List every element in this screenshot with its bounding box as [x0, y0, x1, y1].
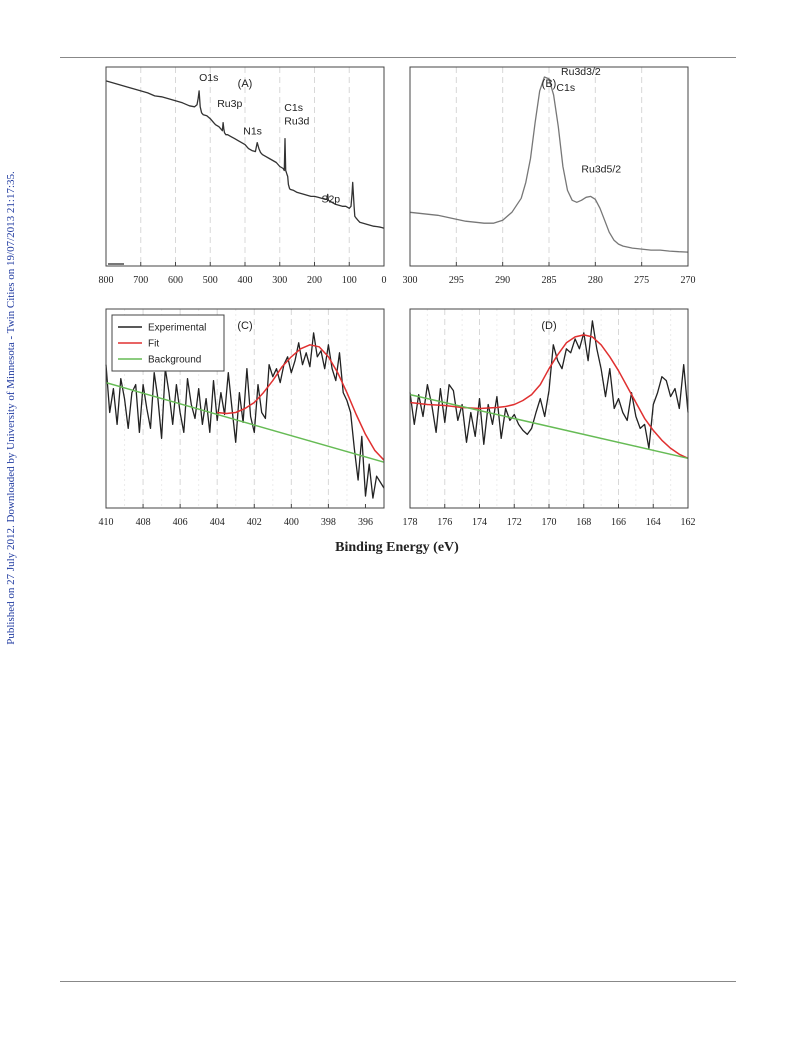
- panel-1-annotation: Ru3p: [217, 98, 242, 110]
- footer-rule: [60, 981, 736, 982]
- panel-2-tick-label: 285: [542, 275, 557, 286]
- panel-3-legend-entry-fit: Fit: [148, 339, 159, 350]
- panel-1-tick-label: 800: [99, 275, 114, 286]
- panel-1-tick-label: 500: [203, 275, 218, 286]
- header-rule: [60, 57, 736, 58]
- panel-3-series-fit: [217, 344, 385, 461]
- panel-4-tick-label: 178: [403, 517, 418, 528]
- panel-1-annotation: Ru3d: [284, 116, 309, 128]
- panel-4-tick-label: 176: [437, 517, 452, 528]
- panel-2-tick-label: 295: [449, 275, 464, 286]
- panel-2-tick-label: 300: [403, 275, 418, 286]
- panel-2: 300 295 290 285 280 275 270 (B) Ru3d3/2 C1s Ru3d5/…: [403, 66, 696, 286]
- panel-3-tick-label: 402: [247, 517, 262, 528]
- panel-2-tick-label: 280: [588, 275, 603, 286]
- panel-3: 410 408 406 404 402 400 398 396 (C) Experimental F…: [99, 308, 385, 528]
- panel-3-series-background: [105, 381, 385, 463]
- panel-4-tick-label: 174: [472, 517, 487, 528]
- panel-2-tick-label: 290: [495, 275, 510, 286]
- panel-1-annotation: N1s: [243, 126, 262, 138]
- panel-1-annotation: C1s: [284, 102, 303, 114]
- panel-3-tick-label: 408: [136, 517, 151, 528]
- panel-4-label: (D): [541, 320, 556, 332]
- common-x-axis-label: Binding Energy (eV): [335, 540, 459, 555]
- panel-3-label: (C): [237, 320, 252, 332]
- panel-3-tick-label: 400: [284, 517, 299, 528]
- panel-2-label: (B): [542, 78, 557, 90]
- panel-1-plot-area: [106, 67, 384, 266]
- panel-2-annotation: Ru3d3/2: [561, 66, 601, 78]
- panel-4-tick-label: 162: [681, 517, 696, 528]
- panel-4-series-fit: [409, 334, 689, 459]
- panel-3-tick-label: 404: [210, 517, 225, 528]
- panel-2-annotation: C1s: [556, 82, 575, 94]
- panel-2-series-signal: [409, 76, 689, 253]
- panel-4-tick-label: 166: [611, 517, 626, 528]
- panel-2-tick-label: 270: [681, 275, 696, 286]
- panel-1-label: (A): [238, 78, 253, 90]
- panel-4-tick-label: 172: [507, 517, 522, 528]
- panel-1-tick-label: 400: [238, 275, 253, 286]
- panel-3-legend-entry-experimental: Experimental: [148, 323, 206, 334]
- panel-2-tick-label: 275: [634, 275, 649, 286]
- panel-1-tick-label: 0: [382, 275, 387, 286]
- panel-4-tick-label: 168: [576, 517, 591, 528]
- panel-1-tick-label: 600: [168, 275, 183, 286]
- panel-1-tick-label: 100: [342, 275, 357, 286]
- panel-1-annotation: S2p: [321, 193, 340, 205]
- panel-2-plot-area: [410, 67, 688, 266]
- panel-3-legend-entry-background: Background: [148, 355, 201, 366]
- panel-3-frame: [105, 308, 385, 509]
- panel-2-annotation: Ru3d5/2: [581, 163, 621, 175]
- panel-4-series-experimental: [409, 320, 689, 449]
- panel-1-tick-label: 200: [307, 275, 322, 286]
- panel-4-tick-label: 164: [646, 517, 661, 528]
- panel-3-series-experimental: [105, 332, 385, 499]
- panel-3-tick-label: 396: [358, 517, 373, 528]
- panel-4-series-background: [409, 393, 689, 460]
- panel-4: 178 176 174 172 170 168 166 164 162 (D): [403, 308, 696, 528]
- panel-3-tick-label: 398: [321, 517, 336, 528]
- panel-1-annotation: O1s: [199, 72, 218, 84]
- panel-1-tick-label: 700: [133, 275, 148, 286]
- panel-1-tick-label: 300: [272, 275, 287, 286]
- panel-3-tick-label: 410: [99, 517, 114, 528]
- panel-4-plot-area: [410, 309, 688, 508]
- panel-1: 800 700 600 500 400 300 200 100 0 (A) O1s Ru3p N1s C1…: [99, 66, 387, 286]
- panel-1-series-signal: [105, 80, 385, 229]
- panel-3-tick-label: 406: [173, 517, 188, 528]
- panel-4-tick-label: 170: [542, 517, 557, 528]
